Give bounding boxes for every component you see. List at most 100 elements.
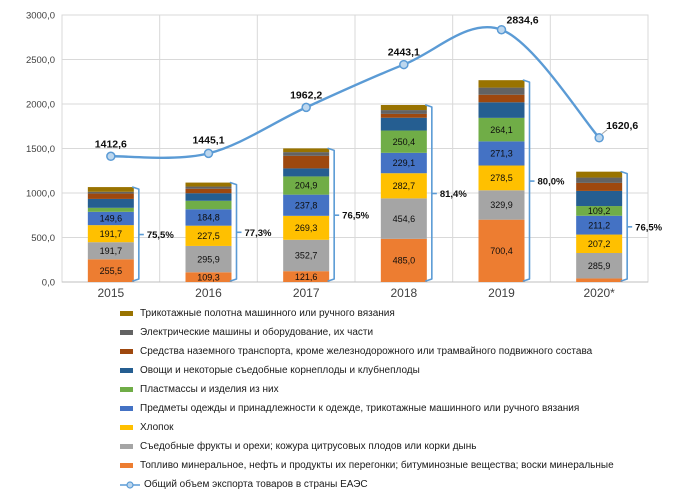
bar-segment <box>185 188 232 194</box>
share-percent-label: 81,4% <box>440 189 467 200</box>
bar-segment-value-label: 329,9 <box>490 200 513 210</box>
legend-item: Трикотажные полотна машинного или ручног… <box>120 304 680 323</box>
label-leader-line <box>601 129 608 135</box>
legend-item: Электрические машины и оборудование, их … <box>120 323 680 342</box>
bar-segment <box>185 186 232 189</box>
bar-segment <box>283 155 330 169</box>
bar-segment <box>380 238 427 282</box>
legend-line-marker <box>120 480 140 489</box>
bar-segment-value-label: 191,7 <box>100 246 123 256</box>
bar-segment-value-label: 352,7 <box>295 251 318 261</box>
y-axis-tick-label: 0,0 <box>42 278 55 289</box>
bar-segment-value-label: 109,3 <box>197 272 220 282</box>
bar-segment <box>283 168 330 177</box>
x-axis-category-label: 2016 <box>195 286 222 300</box>
line-marker <box>496 24 507 35</box>
line-marker <box>301 102 311 113</box>
bar-segment-value-label: 229,1 <box>393 158 416 168</box>
legend-label: Общий объем экспорта товаров в страны ЕА… <box>144 479 368 490</box>
bar-segment-value-label: 250,4 <box>393 137 416 147</box>
legend-swatch <box>120 444 133 449</box>
bar-segment-value-label: 121,6 <box>295 272 318 282</box>
bar-segment <box>380 173 427 199</box>
bar-segment <box>87 207 134 212</box>
bar-segment <box>576 278 623 282</box>
x-axis-category-label: 2018 <box>390 286 417 300</box>
bar-segment-value-label: 700,4 <box>490 246 513 256</box>
x-axis-category-label: 2017 <box>293 286 320 300</box>
bar-segment <box>576 252 623 279</box>
legend-item: Хлопок <box>120 418 680 437</box>
bar-segment <box>87 242 134 260</box>
bar-segment <box>185 209 232 226</box>
legend-swatch <box>120 330 133 335</box>
bar-segment <box>185 272 232 282</box>
x-axis-category-label: 2015 <box>97 286 124 300</box>
bar-segment-value-label: 269,3 <box>295 223 318 233</box>
line-value-label: 2443,1 <box>388 47 420 59</box>
legend-label: Средства наземного транспорта, кроме жел… <box>140 346 593 357</box>
line-marker <box>106 151 116 162</box>
bar-segment-value-label: 149,6 <box>100 214 123 224</box>
bar-segment-value-label: 264,1 <box>490 125 513 135</box>
share-percent-label: 75,5% <box>147 230 174 241</box>
bar-segment <box>87 187 134 192</box>
bar-segment <box>380 130 427 153</box>
legend-item: Предметы одежды и принадлежности к одежд… <box>120 399 680 418</box>
line-marker <box>203 148 214 159</box>
bar-segment <box>380 117 427 131</box>
bar-segment <box>478 102 525 118</box>
share-percent-label: 76,5% <box>635 222 662 233</box>
legend-item: Общий объем экспорта товаров в страны ЕА… <box>120 475 680 494</box>
legend-item: Топливо минеральное, нефть и продукты их… <box>120 456 680 475</box>
legend-swatch <box>120 311 133 316</box>
bar-segment-value-label: 211,2 <box>588 220 610 230</box>
bar-segment <box>576 182 623 191</box>
bar-segment <box>185 182 232 187</box>
line-value-label: 1412,6 <box>95 138 127 150</box>
bar-segment <box>478 94 525 103</box>
bar-segment <box>87 225 134 243</box>
legend-swatch <box>120 425 133 430</box>
legend-swatch <box>120 387 133 392</box>
bar-segment-value-label: 207,2 <box>588 239 611 249</box>
bar-segment-value-label: 295,9 <box>197 254 220 264</box>
bar-segment <box>87 198 134 208</box>
bar-segment <box>380 113 427 118</box>
legend-label: Съедобные фрукты и орехи; кожура цитрусо… <box>140 441 477 452</box>
bar-segment-value-label: 278,5 <box>490 173 513 183</box>
legend-swatch <box>120 349 133 354</box>
bar-segment <box>576 190 623 207</box>
bar-segment <box>87 211 134 226</box>
y-axis-tick-label: 2500,0 <box>26 55 55 66</box>
bar-segment-value-label: 237,8 <box>295 200 318 210</box>
bar-segment <box>87 191 134 194</box>
bar-segment <box>283 239 330 272</box>
bar-segment <box>576 215 623 235</box>
bar-segment <box>87 259 134 282</box>
line-value-label: 2834,6 <box>507 15 539 27</box>
bar-segment-value-label: 485,0 <box>393 256 416 266</box>
bar-segment-value-label: 204,9 <box>295 181 318 191</box>
line-value-label: 1445,1 <box>192 134 224 146</box>
line-marker <box>594 133 604 143</box>
bar-segment-value-label: 227,5 <box>197 231 220 241</box>
bar-segment <box>185 200 232 210</box>
legend-item: Средства наземного транспорта, кроме жел… <box>120 342 680 361</box>
bar-segment <box>283 152 330 156</box>
bar-segment <box>283 194 330 216</box>
bar-segment <box>478 87 525 95</box>
share-percent-label: 77,3% <box>245 228 272 239</box>
bar-segment <box>283 271 330 282</box>
x-axis-category-label: 2019 <box>488 286 515 300</box>
legend-item: Съедобные фрукты и орехи; кожура цитрусо… <box>120 437 680 456</box>
legend-label: Трикотажные полотна машинного или ручног… <box>140 308 395 319</box>
bar-segment <box>380 105 427 111</box>
line-value-label: 1962,2 <box>290 89 322 101</box>
bar-segment-value-label: 184,8 <box>197 213 220 223</box>
legend-label: Пластмассы и изделия из них <box>140 384 279 395</box>
bar-segment <box>283 215 330 240</box>
bar-segment <box>283 176 330 195</box>
bar-segment-value-label: 255,5 <box>100 266 123 276</box>
y-axis-tick-label: 3000,0 <box>26 11 55 22</box>
